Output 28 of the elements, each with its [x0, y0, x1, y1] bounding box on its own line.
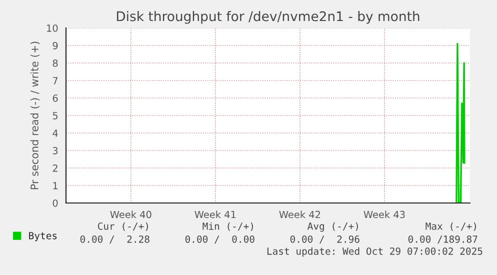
text: Max (-/+)	[426, 222, 476, 231]
text: 0.00 /189.87	[408, 235, 478, 244]
x-tick-label: Week 42	[279, 210, 320, 218]
text: Cur (-/+)	[98, 222, 148, 231]
y-tick-label: 3	[52, 146, 58, 154]
y-tick-label: 2	[52, 164, 58, 172]
text: 0.00 / 0.00	[185, 235, 254, 244]
y-tick-label: 9	[52, 42, 58, 50]
text: 0.00 / 2.96	[290, 235, 360, 244]
text: Min (-/+)	[202, 222, 253, 231]
x-tick-label: Week 41	[194, 210, 236, 218]
text: Avg (-/+)	[308, 222, 358, 232]
x-tick-label: Week 43	[364, 210, 405, 218]
y-tick-label: 5	[52, 112, 58, 120]
y-tick-label: 7	[52, 77, 58, 84]
y-tick-label: 1	[53, 182, 58, 190]
y-tick-label: 8	[52, 59, 58, 67]
x-tick-label: Week 40	[110, 210, 152, 218]
y-tick-label: 6	[52, 94, 58, 102]
line-series	[456, 42, 466, 203]
legend-label: Bytes	[29, 232, 57, 242]
y-axis-title: Pr second read (-) / write (+)	[30, 42, 40, 190]
chart-title: Disk throughput for /dev/nvme2n1 - by month	[116, 11, 420, 24]
text: 0.00 / 2.28	[80, 235, 150, 244]
y-tick-label: 4	[52, 130, 58, 137]
y-tick-label: 0	[52, 199, 58, 207]
text: Last update: Wed Oct 29 07:00:02 2025	[267, 247, 482, 257]
y-tick-label: 10	[47, 24, 58, 32]
